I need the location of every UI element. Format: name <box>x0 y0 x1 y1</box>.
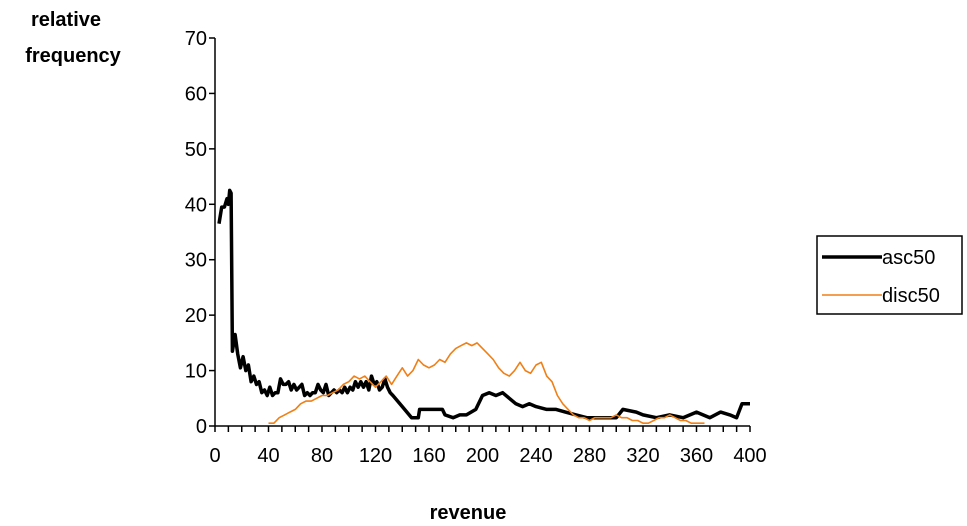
legend: asc50 disc50 <box>816 235 963 315</box>
y-tick-label: 20 <box>185 305 207 327</box>
y-axis-title-line2: frequency <box>25 45 121 67</box>
y-tick-label: 60 <box>185 83 207 105</box>
x-tick-label: 320 <box>626 445 659 467</box>
x-tick-label: 360 <box>680 445 713 467</box>
y-axis-title-line1: relative <box>31 9 101 31</box>
x-tick-label: 40 <box>257 445 279 467</box>
x-tick-label: 80 <box>311 445 333 467</box>
legend-label-asc50: asc50 <box>882 247 935 269</box>
x-tick-label: 160 <box>412 445 445 467</box>
series-line-disc50 <box>268 342 705 424</box>
x-tick-label: 240 <box>519 445 552 467</box>
y-tick-label: 50 <box>185 139 207 161</box>
x-tick-label: 400 <box>733 445 766 467</box>
axes <box>209 37 751 432</box>
x-tick-label: 0 <box>209 445 220 467</box>
y-tick-label: 70 <box>185 28 207 50</box>
x-tick-label: 200 <box>466 445 499 467</box>
plot-series <box>217 188 750 424</box>
y-tick-label: 0 <box>196 416 207 438</box>
x-tick-label: 120 <box>359 445 392 467</box>
y-tick-label: 10 <box>185 361 207 383</box>
y-tick-label: 30 <box>185 250 207 272</box>
y-tick-label: 40 <box>185 194 207 216</box>
x-tick-label: 280 <box>573 445 606 467</box>
tick-labels: 0 10 20 30 40 50 60 70 0 40 80 120 160 200 240 280 320 36… <box>185 28 767 467</box>
legend-label-disc50: disc50 <box>882 285 940 307</box>
legend-box <box>816 235 963 315</box>
x-axis-title: revenue <box>430 502 507 524</box>
series-line-asc50 <box>217 188 750 420</box>
